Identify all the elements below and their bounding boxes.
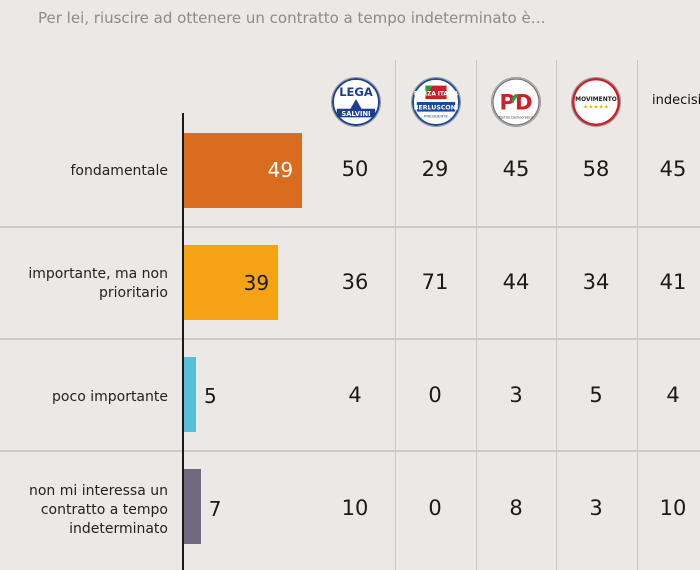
pd-logo-subtext: Partito Democratico (499, 115, 533, 119)
bar-value-label: 39 (243, 271, 270, 295)
table-cell-pd: 45 (502, 157, 530, 181)
bar (184, 133, 302, 208)
table-cell-lega: 50 (341, 157, 369, 181)
bar (184, 245, 278, 320)
table-cell-pd: 3 (509, 383, 523, 407)
m5s-logo: MOVIMENTO ★★★★★ (571, 77, 621, 127)
table-cell-m5s: 34 (582, 270, 610, 294)
table-cell-lega: 10 (341, 496, 369, 520)
category-label-line: poco importante (52, 388, 168, 405)
chart-title: Per lei, riuscire ad ottenere un contrat… (38, 9, 546, 27)
m5s-logo-text: MOVIMENTO (575, 96, 617, 103)
indecisi-header: indecisi (652, 93, 700, 108)
column-separator (395, 60, 396, 570)
table-cell-forza-italia: 0 (428, 496, 442, 520)
table-cell-m5s: 5 (589, 383, 603, 407)
column-separator (556, 60, 557, 570)
row-separator (0, 338, 700, 340)
category-label: fondamentale (10, 162, 168, 181)
forza-italia-logo: FORZA ITALIA BERLUSCONI PRESIDENTE (411, 77, 461, 127)
pd-logo-text: PD (500, 90, 533, 115)
lega-logo-subtext: SALVINI (341, 110, 370, 118)
category-label-line: non mi interessa un (28, 482, 168, 499)
table-cell-lega: 36 (341, 270, 369, 294)
table-cell-m5s: 58 (582, 157, 610, 181)
table-cell-indecisi: 41 (659, 270, 687, 294)
table-cell-lega: 4 (348, 383, 362, 407)
table-cell-pd: 8 (509, 496, 523, 520)
lega-logo-text: LEGA (339, 85, 373, 99)
category-label-line: fondamentale (70, 162, 168, 179)
column-separator (476, 60, 477, 570)
row-separator (0, 450, 700, 452)
table-cell-m5s: 3 (589, 496, 603, 520)
m5s-logo-stars: ★★★★★ (583, 104, 609, 111)
table-cell-forza-italia: 29 (421, 157, 449, 181)
bar (184, 357, 196, 432)
table-cell-forza-italia: 0 (428, 383, 442, 407)
bar-value-label: 49 (267, 158, 294, 182)
forza-italia-logo-subtext2: PRESIDENTE (424, 113, 449, 118)
table-cell-indecisi: 4 (666, 383, 680, 407)
table-cell-forza-italia: 71 (421, 270, 449, 294)
category-label: non mi interessa un contratto a tempo inde… (10, 482, 168, 539)
category-label-line: indeterminato (69, 520, 168, 537)
category-label: poco importante (10, 388, 168, 407)
pd-logo: PD Partito Democratico (491, 77, 541, 127)
forza-italia-logo-subtext: BERLUSCONI (414, 105, 459, 112)
lega-logo: LEGA SALVINI (331, 77, 381, 127)
table-cell-pd: 44 (502, 270, 530, 294)
table-cell-indecisi: 10 (659, 496, 687, 520)
bar-value-label: 5 (204, 384, 217, 408)
category-label-line: contratto a tempo (40, 501, 168, 518)
category-label-line: prioritario (98, 285, 168, 301)
bar (184, 469, 201, 544)
column-separator (637, 60, 638, 570)
category-label-line: importante, ma non (28, 266, 168, 282)
row-separator (0, 226, 700, 228)
chart-axis (182, 113, 184, 570)
bar-value-label: 7 (208, 497, 222, 521)
table-cell-indecisi: 45 (659, 157, 687, 181)
forza-italia-logo-text: FORZA ITALIA (414, 91, 459, 97)
category-label: importante, ma non prioritario (10, 265, 168, 303)
